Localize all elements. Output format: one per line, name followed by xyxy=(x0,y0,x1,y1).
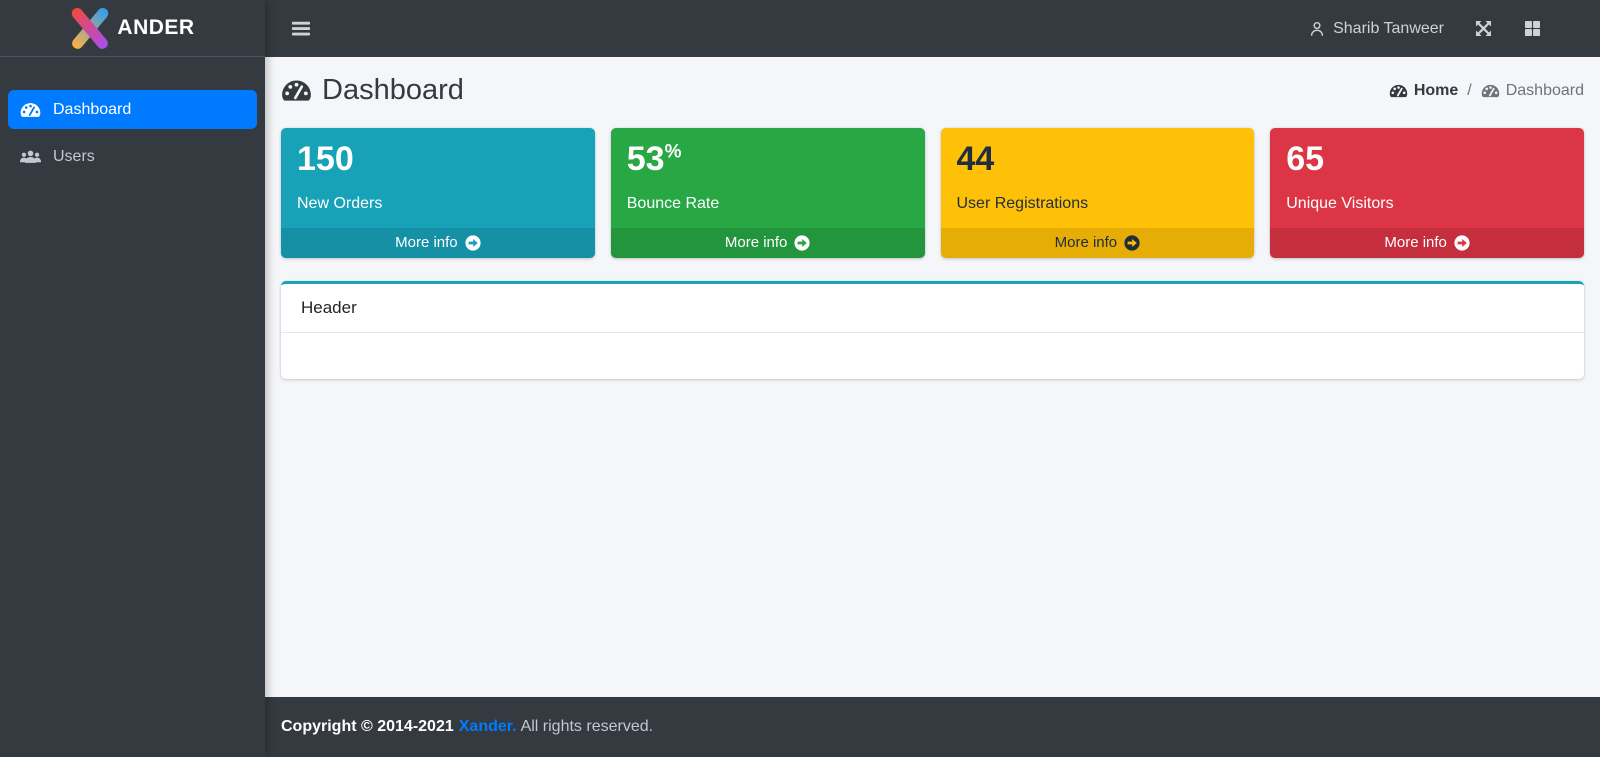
stat-box-unique-visitors: 65 Unique Visitors More info xyxy=(1270,128,1584,259)
sidebar: ANDER Dashboard Users xyxy=(0,0,265,757)
stat-value: 150 xyxy=(297,140,354,178)
stat-label: Unique Visitors xyxy=(1286,195,1394,213)
hamburger-icon xyxy=(291,21,311,36)
expand-arrows-icon xyxy=(1475,20,1492,37)
footer-brand-link[interactable]: Xander. xyxy=(458,718,517,735)
stat-box-user-registrations: 44 User Registrations More info xyxy=(940,128,1255,259)
tachometer-icon xyxy=(1389,84,1408,97)
menu-toggle-button[interactable] xyxy=(290,19,312,38)
user-name: Sharib Tanweer xyxy=(1333,19,1444,37)
stats-row: 150 New Orders More info 53% Bounce Rate… xyxy=(281,128,1584,259)
brand-link[interactable]: ANDER xyxy=(0,0,265,57)
breadcrumb: Home / Dashboard xyxy=(1389,82,1584,100)
grid-icon xyxy=(1524,20,1541,37)
top-navbar: Sharib Tanweer xyxy=(265,0,1600,57)
breadcrumb-home-link[interactable]: Home xyxy=(1389,82,1458,100)
arrow-circle-right-icon xyxy=(1454,235,1470,251)
arrow-circle-right-icon xyxy=(1124,235,1140,251)
tachometer-icon xyxy=(282,80,311,101)
content-card: Header xyxy=(281,281,1584,380)
content-header: Dashboard Home / xyxy=(281,74,1584,107)
sidebar-menu: Dashboard Users xyxy=(0,57,265,176)
arrow-circle-right-icon xyxy=(465,235,481,251)
card-body xyxy=(281,333,1584,379)
page-title: Dashboard xyxy=(281,74,464,107)
rights-text: All rights reserved. xyxy=(520,718,654,735)
xander-x-logo-icon xyxy=(70,5,111,51)
layout-grid-button[interactable] xyxy=(1523,19,1542,38)
sidebar-item-dashboard[interactable]: Dashboard xyxy=(8,90,257,129)
user-menu[interactable]: Sharib Tanweer xyxy=(1308,20,1444,38)
stat-value: 44 xyxy=(956,140,995,178)
main-footer: Copyright © 2014-2021 Xander. All rights r… xyxy=(265,697,1600,757)
fullscreen-button[interactable] xyxy=(1474,19,1493,38)
copyright-text: Copyright © 2014-2021 xyxy=(281,718,454,735)
stat-box-new-orders: 150 New Orders More info xyxy=(281,128,595,259)
card-header: Header xyxy=(281,284,1584,334)
more-info-link[interactable]: More info xyxy=(610,228,925,259)
stat-value: 53% xyxy=(626,140,682,178)
sidebar-item-label: Dashboard xyxy=(53,100,132,118)
tachometer-icon xyxy=(1481,84,1499,97)
sidebar-item-users[interactable]: Users xyxy=(8,137,257,176)
breadcrumb-separator: / xyxy=(1467,81,1472,99)
tachometer-icon xyxy=(20,102,41,117)
stat-box-bounce-rate: 53% Bounce Rate More info xyxy=(610,128,925,259)
stat-label: User Registrations xyxy=(956,195,1089,213)
stat-label: New Orders xyxy=(297,195,383,213)
stat-value: 65 xyxy=(1286,140,1325,178)
users-icon xyxy=(20,150,41,163)
more-info-link[interactable]: More info xyxy=(1270,228,1584,259)
content-area: Dashboard Home / xyxy=(265,57,1600,697)
user-icon xyxy=(1310,21,1324,36)
sidebar-item-label: Users xyxy=(53,147,95,165)
more-info-link[interactable]: More info xyxy=(940,228,1255,259)
more-info-link[interactable]: More info xyxy=(281,228,595,259)
arrow-circle-right-icon xyxy=(794,235,810,251)
breadcrumb-current: Dashboard xyxy=(1481,82,1584,100)
navbar-right: Sharib Tanweer xyxy=(1308,19,1542,38)
stat-label: Bounce Rate xyxy=(626,195,720,213)
brand-text: ANDER xyxy=(117,16,195,39)
